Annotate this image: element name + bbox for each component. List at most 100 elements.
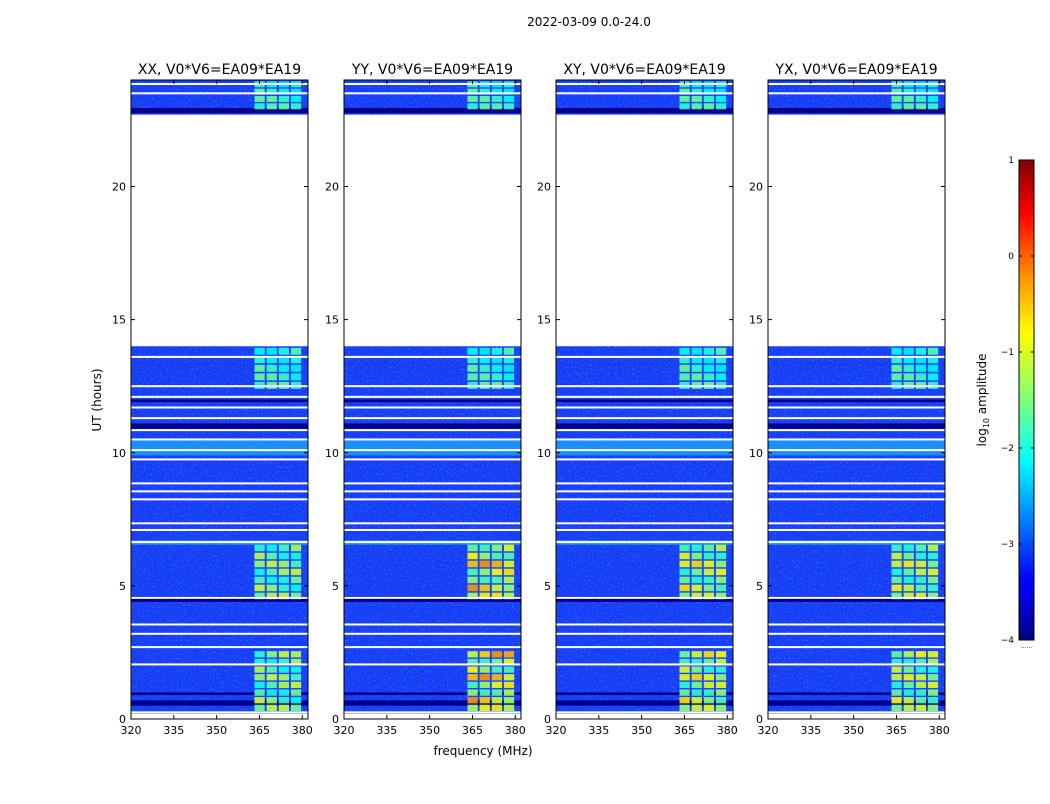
flagged-row — [344, 406, 521, 409]
flagged-row — [131, 449, 308, 452]
flagged-row — [556, 458, 733, 461]
flagged-row — [344, 395, 521, 398]
panel-title: YY, V0*V6=EA09*EA19 — [351, 62, 513, 78]
low-band — [131, 423, 308, 429]
x-tick-label: 335 — [163, 724, 184, 737]
bright-band — [344, 439, 521, 456]
flagged-row — [344, 482, 521, 485]
flagged-row — [768, 498, 945, 501]
bright-band — [556, 439, 733, 456]
flagged-row — [131, 395, 308, 398]
rfi-noise — [466, 346, 516, 389]
colorbar-tick-label: −4 — [1001, 636, 1015, 646]
y-tick-label: 10 — [325, 447, 339, 460]
flagged-row — [344, 449, 521, 452]
flagged-row — [344, 458, 521, 461]
y-tick-label: 15 — [749, 314, 763, 327]
rfi-noise — [678, 543, 728, 600]
plot-frame — [343, 79, 522, 720]
flagged-row — [131, 646, 308, 649]
flagged-row — [768, 82, 945, 85]
flagged-row — [344, 540, 521, 543]
low-band — [344, 423, 521, 429]
flagged-row — [131, 498, 308, 501]
flagged-row — [556, 82, 733, 85]
flagged-row — [768, 92, 945, 95]
rfi-noise — [466, 543, 516, 600]
colorbar-label: log10 amplitude — [975, 354, 991, 447]
flagged-row — [344, 438, 521, 441]
colorbar-tick-label: −1 — [1001, 348, 1014, 358]
rfi-noise — [253, 543, 303, 600]
low-band — [344, 692, 521, 696]
flagged-row — [344, 429, 521, 432]
panel-title: XY, V0*V6=EA09*EA19 — [563, 62, 725, 78]
flagged-row — [344, 498, 521, 501]
flagged-row — [344, 623, 521, 626]
x-tick-label: 320 — [121, 724, 142, 737]
x-tick-label: 365 — [462, 724, 483, 737]
x-tick-label: 365 — [674, 724, 695, 737]
x-tick-label: 335 — [376, 724, 397, 737]
flagged-row — [556, 406, 733, 409]
y-axis-label: UT (hours) — [90, 368, 104, 431]
panels: 320 335 350 365 380 0 5 10 15 20 XX, V0*V6=EA09*EA… — [112, 62, 950, 737]
flagged-row — [768, 438, 945, 441]
colorbar-tick-label: 1 — [1008, 156, 1014, 166]
flagged-row — [131, 429, 308, 432]
x-tick-label: 350 — [843, 724, 864, 737]
flagged-row — [556, 438, 733, 441]
y-tick-label: 15 — [112, 314, 126, 327]
flagged-row — [131, 711, 308, 714]
flagged-row — [556, 711, 733, 714]
flagged-row — [344, 92, 521, 95]
y-tick-label: 20 — [749, 181, 763, 194]
x-tick-label: 365 — [886, 724, 907, 737]
flagged-row — [131, 82, 308, 85]
x-tick-label: 365 — [249, 724, 270, 737]
low-band — [131, 399, 308, 403]
flagged-row — [556, 596, 733, 599]
colorbar-dots: ...... — [1021, 643, 1033, 650]
panel-xx: 320 335 350 365 380 0 5 10 15 20 XX, V0*V6=EA09*EA… — [112, 62, 313, 737]
flagged-row — [131, 482, 308, 485]
flagged-row — [344, 663, 521, 666]
bright-band — [768, 439, 945, 456]
low-band — [556, 423, 733, 429]
flagged-row — [556, 355, 733, 358]
flagged-row — [556, 417, 733, 420]
flagged-row — [768, 522, 945, 525]
flagged-row — [131, 490, 308, 493]
flagged-row — [131, 623, 308, 626]
rfi-noise — [678, 649, 728, 712]
flagged-row — [768, 623, 945, 626]
flagged-row — [131, 355, 308, 358]
flagged-row — [131, 458, 308, 461]
rfi-noise — [466, 649, 516, 712]
low-band — [556, 596, 733, 602]
rfi-noise — [253, 649, 303, 712]
low-band — [556, 107, 733, 114]
rfi-noise — [890, 649, 940, 712]
flagged-row — [768, 646, 945, 649]
x-tick-label: 350 — [419, 724, 440, 737]
y-tick-label: 0 — [119, 713, 126, 726]
low-band — [768, 423, 945, 429]
x-tick-label: 320 — [546, 724, 567, 737]
flagged-row — [131, 438, 308, 441]
flagged-row — [131, 663, 308, 666]
rfi-noise — [678, 346, 728, 389]
flagged-row — [556, 449, 733, 452]
low-band — [768, 692, 945, 696]
x-axis-label: frequency (MHz) — [433, 744, 532, 758]
rfi-noise — [890, 346, 940, 389]
low-band — [768, 107, 945, 114]
flagged-row — [344, 417, 521, 420]
flagged-row — [768, 632, 945, 635]
flagged-row — [556, 663, 733, 666]
panel-yx: 320 335 350 365 380 0 5 10 15 20 YX, V0*V6=EA09*EA… — [749, 62, 950, 737]
y-tick-label: 15 — [325, 314, 339, 327]
flagged-row — [768, 385, 945, 388]
flagged-row — [768, 417, 945, 420]
y-tick-label: 0 — [756, 713, 763, 726]
